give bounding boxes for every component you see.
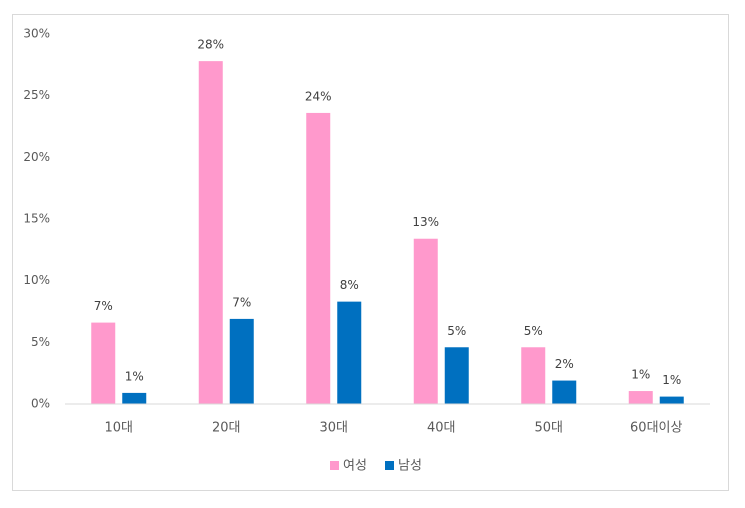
data-label: 8% [340, 278, 359, 292]
data-label: 7% [232, 295, 251, 309]
y-tick-label: 5% [31, 335, 50, 349]
x-tick-label: 60대이상 [630, 421, 682, 436]
data-label: 7% [94, 299, 113, 313]
bar [628, 391, 653, 404]
data-label: 28% [197, 38, 224, 52]
legend: 여성 남성 [330, 459, 422, 474]
bar [521, 347, 546, 404]
data-label: 1% [631, 368, 650, 382]
bar [552, 380, 577, 404]
bar [337, 301, 362, 404]
y-tick-label: 20% [23, 150, 50, 164]
data-label: 5% [524, 324, 543, 338]
x-tick-label: 20대 [212, 421, 241, 436]
data-label: 24% [305, 89, 332, 103]
bar [122, 392, 147, 404]
legend-swatch [330, 461, 339, 470]
bar [659, 396, 684, 404]
bar [306, 112, 331, 404]
legend-label: 여성 [343, 459, 367, 474]
y-tick-label: 25% [23, 88, 50, 102]
data-label: 1% [125, 369, 144, 383]
bar [91, 322, 116, 404]
bar [198, 61, 223, 405]
bar [444, 347, 469, 404]
x-tick-label: 50대 [534, 421, 563, 436]
x-tick-label: 30대 [319, 421, 348, 436]
legend-label: 남성 [398, 459, 422, 474]
bar [229, 318, 254, 404]
y-tick-label: 30% [23, 27, 50, 41]
y-tick-label: 15% [23, 212, 50, 226]
chart-border [12, 14, 729, 491]
bar [413, 238, 438, 404]
data-label: 2% [555, 357, 574, 371]
legend-swatch [385, 461, 394, 470]
data-label: 13% [412, 215, 439, 229]
data-label: 1% [662, 373, 681, 387]
y-tick-label: 0% [31, 397, 50, 411]
y-tick-label: 10% [23, 273, 50, 287]
x-tick-label: 40대 [427, 421, 456, 436]
x-tick-label: 10대 [104, 421, 133, 436]
data-label: 5% [447, 324, 466, 338]
